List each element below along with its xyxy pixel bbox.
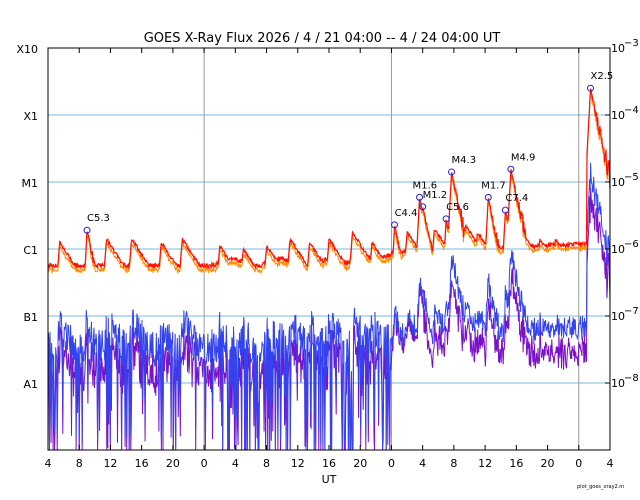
class-label-b1: B1 (23, 311, 38, 324)
x-tick-label-14: 12 (478, 457, 492, 470)
x-axis-title: UT (322, 473, 337, 486)
class-axis-labels: X10 X1 M1 C1 B1 A1 (16, 43, 38, 391)
flare-peak-marker-9 (586, 84, 594, 92)
x-tick-label-6: 4 (232, 457, 239, 470)
x-tick-label-16: 20 (541, 457, 555, 470)
flare-label-7: C7.4 (505, 193, 528, 204)
footer-credit: plot_goes_xray2.m (577, 484, 624, 490)
flare-peak-marker-7 (501, 206, 509, 214)
flare-peak-marker-4 (442, 215, 450, 223)
x-tick-label-10: 20 (353, 457, 367, 470)
day-boundary-lines (203, 48, 580, 450)
class-label-x1: X1 (23, 110, 38, 123)
flare-peak-marker-8 (507, 165, 515, 173)
x-tick-label-17: 0 (575, 457, 582, 470)
flare-label-8: M4.9 (511, 152, 536, 163)
flux-label-8: 10 (611, 377, 625, 390)
flare-peak-marker-0 (83, 226, 91, 234)
flux-exponent-3: −3 (624, 38, 639, 49)
flare-peak-marker-1 (391, 221, 399, 229)
class-label-m1: M1 (22, 177, 39, 190)
x-tick-label-12: 4 (419, 457, 426, 470)
flare-label-0: C5.3 (87, 213, 110, 224)
flux-axis-labels: 10−310−410−510−610−710−8 (605, 38, 639, 390)
x-tick-label-18: 4 (607, 457, 614, 470)
flare-label-3: M1.2 (423, 190, 448, 201)
flux-label-3: 10 (611, 42, 625, 55)
x-tick-label-8: 12 (291, 457, 305, 470)
flux-series-layer (47, 88, 611, 451)
series-short-secondary (47, 188, 611, 451)
flare-peak-marker-6 (484, 193, 492, 201)
series-short-primary (47, 162, 611, 451)
flare-label-1: C4.4 (395, 208, 418, 219)
class-label-a1: A1 (23, 378, 38, 391)
x-tick-label-0: 4 (45, 457, 52, 470)
x-tick-label-11: 0 (388, 457, 395, 470)
flare-label-2: M1.6 (413, 180, 438, 191)
flux-label-7: 10 (611, 310, 625, 323)
flux-label-5: 10 (611, 176, 625, 189)
x-axis-tick-labels: 4 8 12 16 20 0 4 8 12 16 20 0 4 8 12 16 20 0 4 (45, 457, 614, 470)
flare-label-4: C5.6 (446, 202, 469, 213)
flux-exponent-8: −8 (624, 373, 639, 384)
x-tick-label-2: 12 (103, 457, 117, 470)
flux-exponent-6: −6 (624, 239, 639, 250)
chart-title: GOES X-Ray Flux 2026 / 4 / 21 04:00 -- 4… (144, 31, 501, 46)
flux-exponent-4: −4 (624, 105, 639, 116)
class-label-x10: X10 (16, 43, 38, 56)
flux-exponent-5: −5 (624, 172, 639, 183)
x-tick-label-5: 0 (201, 457, 208, 470)
x-axis-ticks (47, 48, 611, 450)
x-tick-label-13: 8 (450, 457, 457, 470)
x-tick-label-1: 8 (76, 457, 83, 470)
flare-label-6: M1.7 (481, 180, 506, 191)
flare-peak-marker-5 (448, 168, 456, 176)
x-tick-label-7: 8 (263, 457, 270, 470)
x-tick-label-15: 16 (509, 457, 523, 470)
x-tick-label-3: 16 (135, 457, 149, 470)
x-tick-label-4: 20 (166, 457, 180, 470)
class-label-c1: C1 (23, 244, 38, 257)
flare-label-9: X2.5 (590, 71, 613, 82)
x-tick-label-9: 16 (322, 457, 336, 470)
flare-peak-marker-3 (419, 203, 427, 211)
flare-peaks: C5.3 C4.4 M1.6M1.2C5.6 M4.3 M1.7 C7.4 M4.9 X2.5 (83, 71, 613, 234)
series-long-primary (47, 88, 611, 270)
flare-peak-marker-2 (416, 193, 424, 201)
flux-exponent-7: −7 (624, 306, 639, 317)
flux-label-6: 10 (611, 243, 625, 256)
flux-label-4: 10 (611, 109, 625, 122)
flare-label-5: M4.3 (452, 155, 477, 166)
